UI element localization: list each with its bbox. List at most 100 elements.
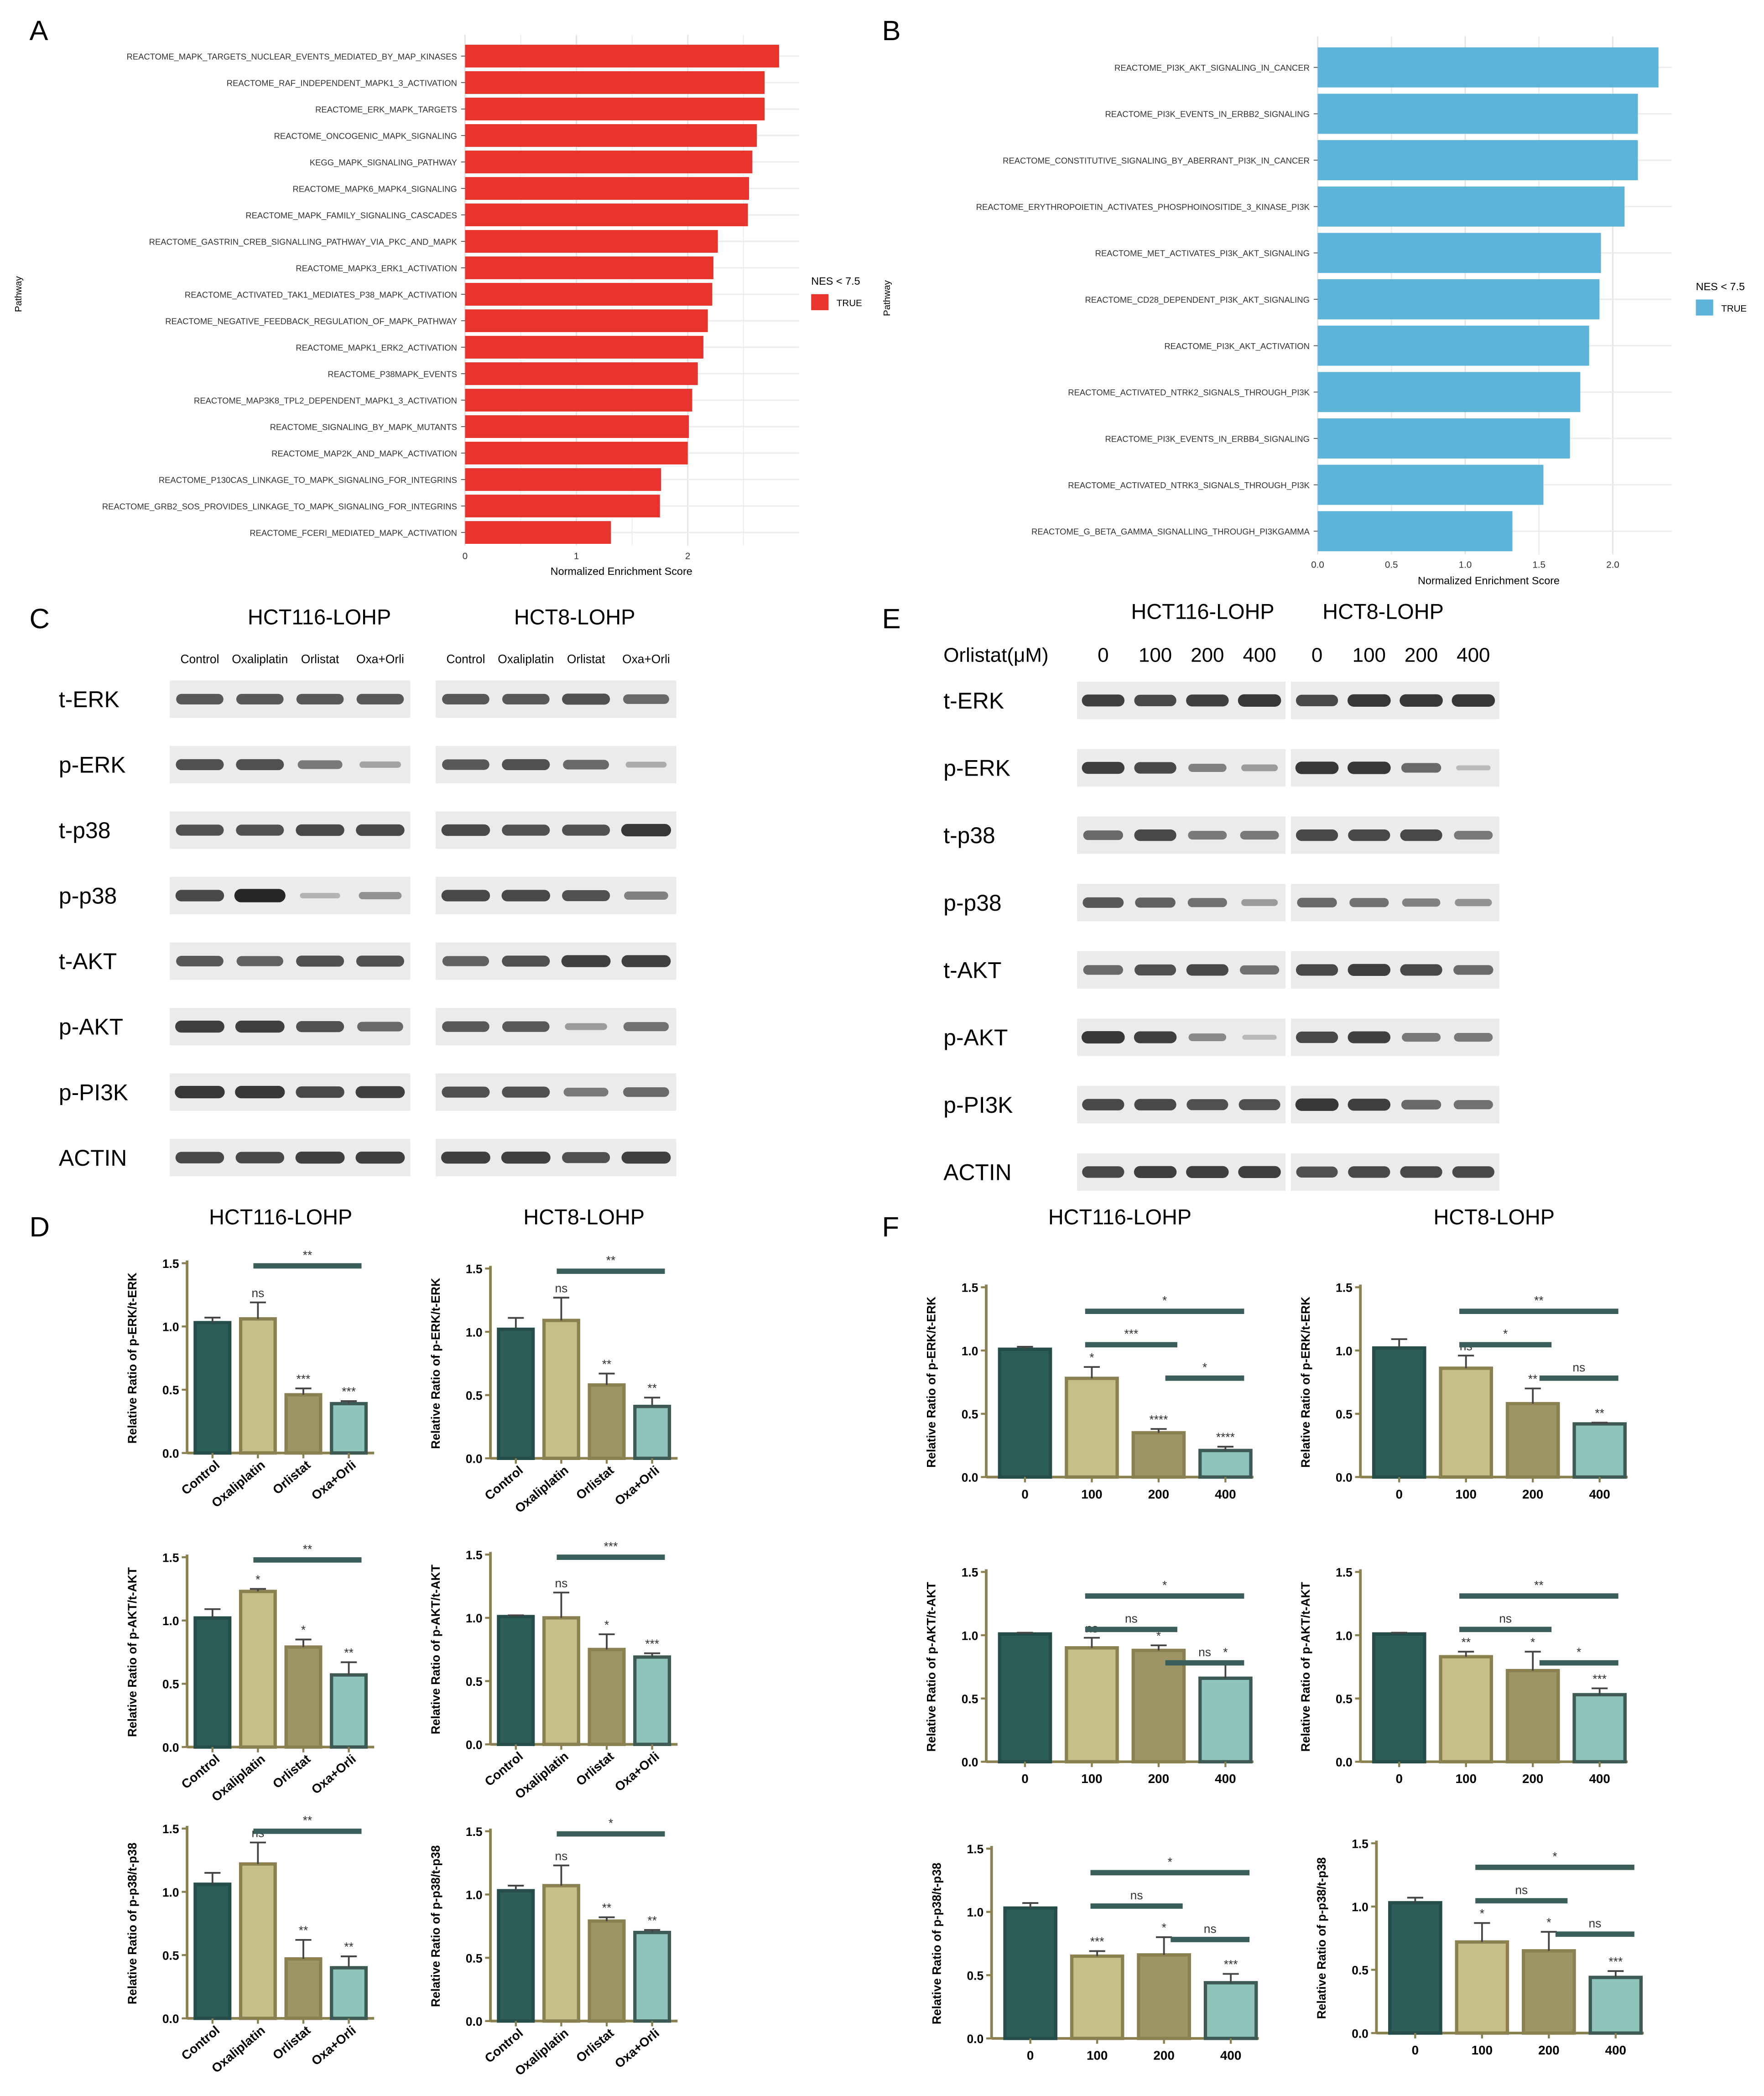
x-tick-label: 400 xyxy=(1220,2049,1241,2063)
blot-band xyxy=(1134,964,1176,975)
x-tick-label: 0 xyxy=(1021,1487,1028,1501)
category-label: REACTOME_ERK_MAPK_TARGETS xyxy=(315,104,457,115)
blot-band xyxy=(1242,1035,1277,1040)
bar xyxy=(465,283,713,306)
panel-a-ylabel: Pathway xyxy=(13,276,24,312)
blot-band xyxy=(1400,1166,1442,1178)
bracket-label: * xyxy=(1162,1578,1167,1592)
y-tick-label: 0.5 xyxy=(962,1408,978,1421)
lane-label: Oxa+Orli xyxy=(356,652,404,666)
y-tick-label: 0.0 xyxy=(967,2032,983,2046)
lane-label: 200 xyxy=(1191,644,1224,666)
bar xyxy=(193,1882,232,2020)
protein-label: p-PI3K xyxy=(943,1092,1013,1118)
category-label: REACTOME_MAPK3_ERK1_ACTIVATION xyxy=(296,263,457,273)
significance-label: ** xyxy=(1595,1406,1604,1420)
blot-band xyxy=(502,824,550,836)
blot-band xyxy=(1240,965,1280,975)
blot-band xyxy=(1082,897,1124,908)
bar xyxy=(193,1616,232,1749)
y-tick-label: 0.0 xyxy=(466,1738,483,1752)
bar xyxy=(239,1317,277,1455)
lane-label: Control xyxy=(446,652,485,666)
blot-band xyxy=(502,955,550,967)
blot-band xyxy=(236,956,283,966)
category-label: REACTOME_GASTRIN_CREB_SIGNALLING_PATHWAY… xyxy=(149,237,458,247)
blot-band xyxy=(502,759,550,771)
blot-band xyxy=(236,759,284,771)
blot-group-title: HCT8-LOHP xyxy=(1322,600,1444,624)
panel-b-legend-swatch xyxy=(1696,299,1713,316)
blot-band xyxy=(176,824,224,836)
bar xyxy=(465,336,703,359)
y-tick-label: 1.5 xyxy=(162,1822,179,1836)
blot-band xyxy=(563,1088,609,1097)
significance-label: ns xyxy=(555,1849,567,1863)
bar xyxy=(1572,1693,1627,1764)
bar xyxy=(1572,1422,1627,1479)
blot-band xyxy=(565,1023,607,1030)
bracket-label: ns xyxy=(1125,1612,1138,1626)
blot-band xyxy=(563,760,609,770)
blot-band xyxy=(296,1021,344,1032)
y-tick-label: 1.5 xyxy=(466,1262,483,1276)
blot-band xyxy=(1453,965,1493,975)
bar xyxy=(1003,1906,1058,2040)
blot-band xyxy=(1240,831,1279,840)
bracket-label: * xyxy=(1503,1327,1508,1341)
y-axis-label: Relative Ratio of p-p38/t-p38 xyxy=(429,1845,442,2007)
y-axis-label: Relative Ratio of p-AKT/t-AKT xyxy=(1299,1582,1312,1752)
protein-label: t-AKT xyxy=(59,949,117,974)
lane-label: 0 xyxy=(1098,644,1108,666)
bar xyxy=(497,1615,535,1746)
bar xyxy=(588,1919,626,2023)
bar xyxy=(239,1862,277,2020)
blot-band xyxy=(300,893,340,898)
bar xyxy=(1588,1976,1643,2035)
blot-band xyxy=(442,1021,489,1032)
chart-title: HCT8-LOHP xyxy=(523,1205,645,1229)
blot-band xyxy=(235,1086,285,1099)
significance-label: *** xyxy=(342,1385,356,1398)
blot-band xyxy=(562,1152,610,1163)
blot-band xyxy=(176,759,224,771)
blot-band xyxy=(1296,829,1338,841)
y-tick-label: 0.0 xyxy=(962,1756,978,1769)
bar xyxy=(1317,186,1625,227)
bar xyxy=(1439,1655,1493,1764)
blot-band xyxy=(1187,898,1227,907)
blot-band xyxy=(621,1152,671,1164)
bar xyxy=(465,71,765,94)
blot-band xyxy=(562,890,610,902)
protein-label: t-ERK xyxy=(943,688,1004,714)
bar xyxy=(542,1319,580,1460)
blot-band xyxy=(1134,694,1176,706)
protein-label: t-p38 xyxy=(943,823,995,848)
bracket-label: ** xyxy=(303,1542,312,1556)
y-axis-label: Relative Ratio of p-p38/t-p38 xyxy=(930,1863,943,2024)
significance-label: ** xyxy=(344,1646,354,1660)
category-label: REACTOME_MAPK_FAMILY_SIGNALING_CASCADES xyxy=(245,210,457,220)
bar xyxy=(633,1405,671,1460)
blot-band xyxy=(355,1152,405,1164)
bar xyxy=(465,203,748,226)
significance-label: ns xyxy=(251,1286,264,1300)
significance-label: *** xyxy=(1224,1958,1238,1971)
blot-band xyxy=(296,693,344,704)
x-tick-label: 1.0 xyxy=(1459,559,1472,570)
blot-band xyxy=(501,1152,551,1164)
x-tick-label: 400 xyxy=(1215,1487,1236,1501)
blot-band xyxy=(1401,1100,1441,1110)
blot-band xyxy=(1296,964,1338,976)
significance-label: *** xyxy=(645,1637,659,1651)
blot-band xyxy=(1134,1099,1176,1111)
category-label: REACTOME_PI3K_EVENTS_IN_ERBB2_SIGNALING xyxy=(1105,109,1309,120)
x-tick-label: 100 xyxy=(1455,1487,1476,1501)
blot-band xyxy=(1188,763,1227,772)
y-tick-label: 0.5 xyxy=(1352,1964,1369,1977)
blot-band xyxy=(1296,694,1338,706)
y-tick-label: 1.0 xyxy=(967,1906,983,1919)
x-tick-label: 0.5 xyxy=(1385,559,1398,570)
bar xyxy=(1317,47,1659,88)
